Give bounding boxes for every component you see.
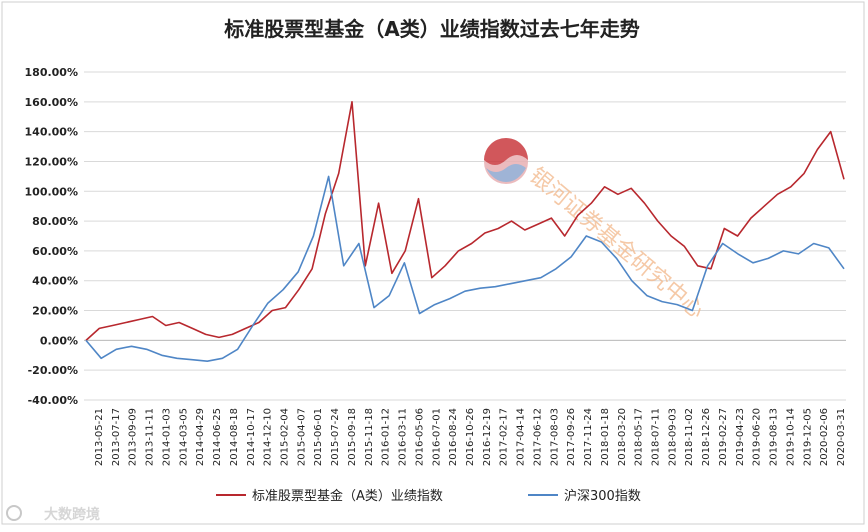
x-tick-label: 2014-08-18 [229, 408, 240, 466]
y-tick-label: 160.00% [25, 96, 78, 109]
galaxy-securities-logo [484, 138, 528, 184]
y-tick-label: 0.00% [40, 334, 78, 347]
legend-label-hs300: 沪深300指数 [564, 488, 641, 504]
x-tick-label: 2014-04-29 [195, 408, 206, 466]
x-tick-label: 2014-12-10 [263, 408, 274, 466]
y-tick-label: 40.00% [32, 275, 78, 288]
x-tick-label: 2018-05-17 [634, 408, 645, 466]
x-tick-label: 2019-06-20 [752, 408, 763, 466]
x-tick-label: 2019-12-05 [802, 408, 813, 466]
chart-title: 标准股票型基金（A类）业绩指数过去七年走势 [224, 17, 639, 41]
x-tick-label: 2020-03-31 [836, 408, 847, 466]
legend: 标准股票型基金（A类）业绩指数 沪深300指数 [216, 488, 641, 504]
x-tick-label: 2016-12-19 [482, 408, 493, 466]
series-line-hs300 [85, 175, 845, 362]
x-tick-label: 2015-04-07 [296, 408, 307, 466]
x-tick-label: 2019-04-23 [735, 408, 746, 466]
corner-watermark-text: 大数跨境 [44, 506, 100, 523]
y-tick-label: 100.00% [25, 185, 78, 198]
x-tick-label: 2015-02-04 [280, 408, 291, 466]
x-tick-label: 2013-09-09 [128, 408, 139, 466]
x-tick-label: 2018-01-18 [600, 408, 611, 466]
x-axis-ticks: 2013-05-21 2013-07-17 2013-09-09 2013-11-11… [94, 408, 847, 466]
y-tick-label: 120.00% [25, 155, 78, 168]
series-layer [85, 101, 845, 362]
x-tick-label: 2017-02-17 [499, 408, 510, 466]
x-tick-label: 2016-03-11 [398, 408, 409, 466]
x-tick-label: 2017-11-24 [583, 408, 594, 466]
x-tick-label: 2019-02-27 [718, 408, 729, 466]
x-tick-label: 2018-03-20 [617, 408, 628, 466]
x-tick-label: 2014-06-25 [212, 408, 223, 466]
y-tick-label: 180.00% [25, 66, 78, 79]
x-tick-label: 2015-11-18 [364, 408, 375, 466]
x-tick-label: 2017-08-03 [549, 408, 560, 466]
x-tick-label: 2018-09-03 [667, 408, 678, 466]
x-tick-label: 2015-07-24 [330, 408, 341, 466]
x-tick-label: 2017-09-26 [566, 408, 577, 466]
x-tick-label: 2018-11-02 [684, 408, 695, 466]
x-tick-label: 2016-07-01 [431, 408, 442, 466]
y-tick-label: -20.00% [28, 364, 78, 377]
y-tick-label: -40.00% [28, 394, 78, 407]
x-tick-label: 2013-07-17 [111, 408, 122, 466]
x-tick-label: 2019-08-13 [769, 408, 780, 466]
x-tick-label: 2014-10-17 [246, 408, 257, 466]
y-tick-label: 80.00% [32, 215, 78, 228]
x-tick-label: 2018-12-26 [701, 408, 712, 466]
x-tick-label: 2017-04-14 [516, 408, 527, 466]
x-tick-label: 2020-02-06 [819, 408, 830, 466]
x-tick-label: 2014-03-05 [178, 408, 189, 466]
x-tick-label: 2016-08-24 [448, 408, 459, 466]
x-tick-label: 2015-09-18 [347, 408, 358, 466]
x-tick-label: 2016-10-26 [465, 408, 476, 466]
x-tick-label: 2014-01-03 [161, 408, 172, 466]
series-line-fund-index [85, 101, 845, 341]
corner-watermark: 大数跨境 [6, 505, 100, 523]
y-tick-label: 20.00% [32, 305, 78, 318]
y-tick-label: 140.00% [25, 126, 78, 139]
x-tick-label: 2016-05-06 [414, 408, 425, 466]
x-tick-label: 2013-05-21 [94, 408, 105, 466]
y-axis-ticks: -40.00% -20.00% 0.00% 20.00% 40.00% 60.00% 80.… [25, 66, 78, 407]
x-tick-label: 2019-10-14 [785, 408, 796, 466]
legend-label-fund: 标准股票型基金（A类）业绩指数 [252, 488, 443, 504]
x-tick-label: 2013-11-11 [145, 408, 156, 466]
gridlines [84, 71, 846, 401]
x-tick-label: 2015-06-01 [313, 408, 324, 466]
y-tick-label: 60.00% [32, 245, 78, 258]
x-tick-label: 2016-01-12 [381, 408, 392, 466]
x-tick-label: 2018-07-11 [651, 408, 662, 466]
x-tick-label: 2017-06-12 [532, 408, 543, 466]
